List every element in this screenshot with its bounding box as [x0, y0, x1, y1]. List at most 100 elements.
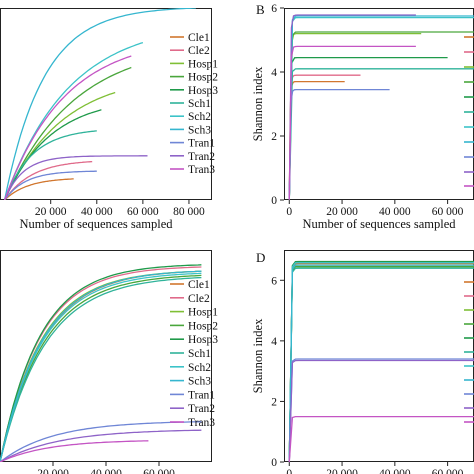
series-line-tran1	[0, 421, 202, 462]
y-tick-label: 6	[271, 3, 277, 15]
y-axis-label: Shannon index	[251, 318, 265, 393]
series-line-hosp1	[288, 32, 422, 200]
legend	[464, 36, 474, 187]
series-line-tran2	[4, 155, 148, 200]
series-line-sch2	[0, 272, 202, 462]
legend-label: Tran3	[188, 417, 215, 429]
series-line-hosp2	[4, 66, 132, 200]
plot-frame	[284, 8, 474, 200]
legend-label: Tran1	[188, 389, 215, 401]
series-line-hosp3	[0, 264, 202, 462]
series-line-tran2	[288, 359, 474, 462]
series-line-sch1	[288, 267, 474, 462]
legend-label: Hosp2	[188, 320, 218, 332]
series-line-hosp2	[288, 266, 474, 462]
legend	[464, 281, 474, 423]
legend-label: Cle2	[188, 293, 210, 305]
y-tick-label: 2	[271, 131, 277, 143]
x-tick-label: 0	[286, 468, 292, 474]
x-tick-label: 60 000	[432, 468, 464, 474]
series-line-sch3	[288, 264, 474, 462]
x-tick-label: 0	[286, 206, 292, 218]
series-line-tran3	[288, 415, 474, 462]
legend-label: Sch3	[188, 124, 211, 136]
series-line-tran3	[0, 440, 149, 462]
series-line-tran1	[4, 170, 97, 200]
series-line-hosp2	[0, 274, 202, 462]
legend-label: Tran1	[188, 138, 215, 150]
legend-label: Sch1	[188, 348, 211, 360]
x-axis-label: Number of sequences sampled	[19, 217, 173, 231]
x-tick-label: 40 000	[379, 468, 411, 474]
legend-label: Hosp1	[188, 58, 218, 70]
x-tick-label: 40 000	[379, 206, 411, 218]
x-tick-label: 80 000	[173, 206, 205, 218]
series-line-tran2	[0, 429, 202, 462]
legend-label: Hosp3	[188, 85, 218, 97]
series-line-sch3	[3, 8, 196, 200]
x-tick-label: 60 000	[143, 468, 175, 474]
x-tick-label: 20 000	[37, 468, 69, 474]
series-line-sch2	[288, 262, 474, 462]
y-tick-label: 4	[271, 336, 277, 348]
series-line-cle1	[4, 178, 74, 200]
legend-label: Cle2	[188, 45, 210, 57]
series-line-tran2	[288, 14, 416, 200]
series-line-tran1	[288, 358, 474, 462]
series-line-hosp3	[4, 109, 102, 200]
x-tick-label: 20 000	[326, 206, 358, 218]
legend-label: Tran3	[188, 164, 215, 176]
series-line-tran3	[3, 55, 132, 200]
panel-b: B 0 20 000 40 000 60 000 0 2 4 6 Number of sequen…	[251, 2, 474, 231]
series-line-sch3	[288, 15, 474, 200]
series-line-sch1	[288, 68, 474, 200]
legend-label: Cle1	[188, 279, 210, 291]
x-tick-label: 60 000	[127, 206, 159, 218]
x-tick-label: 40 000	[81, 206, 113, 218]
series-line-sch2	[288, 16, 474, 200]
series-line-cle2	[288, 74, 361, 200]
series-line-hosp2	[288, 31, 474, 200]
x-tick-label: 20 000	[35, 206, 67, 218]
series-line-hosp1	[288, 264, 474, 462]
legend: Cle1Cle2Hosp1Hosp2Hosp3Sch1Sch2Sch3Tran1…	[170, 32, 218, 176]
plot-frame	[0, 250, 212, 462]
x-tick-label: 40 000	[90, 468, 122, 474]
legend-label: Sch2	[188, 362, 211, 374]
series-line-cle1	[288, 80, 345, 200]
legend-label: Hosp3	[188, 334, 218, 346]
y-tick-label: 0	[271, 457, 277, 469]
y-tick-label: 2	[271, 396, 277, 408]
x-tick-label: 60 000	[432, 206, 464, 218]
y-tick-label: 4	[271, 67, 277, 79]
legend-label: Sch2	[188, 111, 211, 123]
y-tick-label: 0	[271, 195, 277, 207]
legend-label: Tran2	[188, 151, 215, 163]
series-line-hosp3	[288, 56, 448, 200]
plot-frame	[284, 250, 474, 462]
series-line-tran1	[288, 88, 390, 200]
series-line-cle2	[4, 160, 93, 200]
legend-label: Tran2	[188, 403, 215, 415]
panel-letter: D	[256, 250, 265, 265]
series-line-hosp3	[288, 260, 474, 462]
legend-label: Hosp1	[188, 307, 218, 319]
legend-label: Sch1	[188, 98, 211, 110]
series-line-cle1	[288, 262, 474, 462]
series-line-tran3	[288, 45, 416, 200]
series-line-cle2	[288, 261, 474, 462]
panel-letter: B	[256, 2, 265, 17]
legend-label: Cle1	[188, 32, 210, 44]
y-tick-label: 6	[271, 275, 277, 287]
plot-frame	[0, 8, 212, 200]
series-line-sch1	[0, 276, 202, 462]
series-line-sch1	[3, 130, 97, 200]
x-axis-label: Number of sequences sampled	[302, 217, 456, 231]
legend-label: Sch3	[188, 376, 211, 388]
x-tick-label: 20 000	[326, 468, 358, 474]
